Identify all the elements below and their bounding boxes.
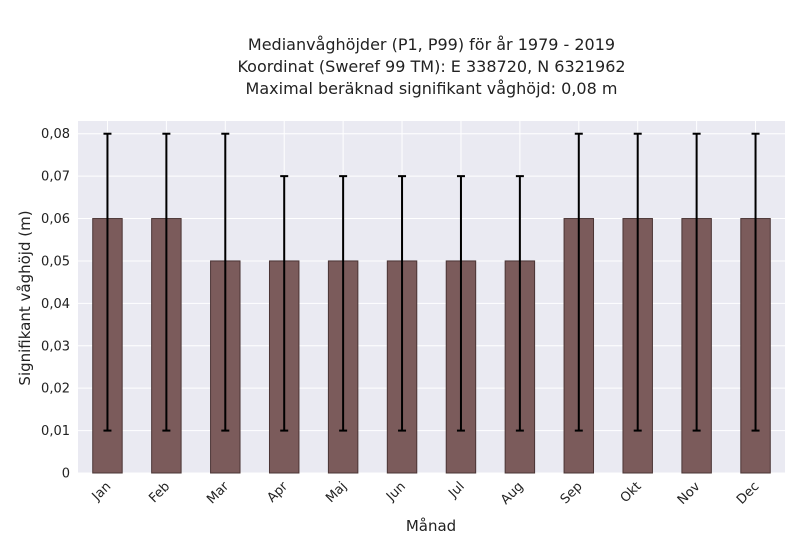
x-tick-label: Jul — [445, 479, 467, 501]
plot-area — [78, 121, 785, 473]
error-bar-aug — [515, 175, 524, 432]
x-tick-label: Jun — [383, 479, 409, 505]
y-tick-label: 0,07 — [41, 170, 70, 185]
y-tick-label: 0,06 — [41, 212, 70, 227]
error-bar-apr — [280, 175, 289, 432]
x-tick-label: Aug — [498, 479, 527, 508]
error-bars — [103, 132, 760, 432]
y-tick-label: 0 — [62, 467, 70, 482]
x-tick-labels: Jan Feb Mar Apr Maj Jun Jul Aug Sep Okt Nov Dec — [89, 479, 763, 508]
chart-title-line-3: Maximal beräknad signifikant våghöjd: 0,… — [245, 79, 618, 98]
y-tick-label: 0,02 — [41, 382, 70, 397]
y-tick-label: 0,03 — [41, 339, 70, 354]
x-axis-label: Månad — [406, 517, 456, 535]
x-tick-label: Jan — [89, 479, 114, 504]
x-tick-label: Sep — [558, 479, 586, 507]
error-bar-feb — [162, 132, 171, 432]
x-tick-label: Mar — [204, 479, 232, 507]
error-bar-jun — [398, 175, 407, 432]
chart-title-line-1: Medianvåghöjder (P1, P99) för år 1979 - … — [247, 35, 616, 54]
x-tick-label: Nov — [675, 479, 704, 508]
x-tick-label: Dec — [734, 479, 762, 507]
y-tick-label: 0,05 — [41, 254, 70, 269]
error-bar-okt — [633, 132, 642, 432]
x-tick-label: Apr — [265, 479, 292, 506]
error-bar-sep — [574, 132, 583, 432]
chart-title: Medianvåghöjder (P1, P99) för år 1979 - … — [78, 34, 785, 100]
x-tick-label: Okt — [618, 479, 645, 506]
chart-title-line-2: Koordinat (Sweref 99 TM): E 338720, N 63… — [237, 57, 626, 76]
error-bar-dec — [751, 132, 760, 432]
y-tick-label: 0,04 — [41, 297, 70, 312]
y-tick-label: 0,08 — [41, 127, 70, 142]
error-bar-jul — [456, 175, 465, 432]
error-bar-jan — [103, 132, 112, 432]
y-tick-label: 0,01 — [41, 424, 70, 439]
error-bar-maj — [339, 175, 348, 432]
error-bar-mar — [221, 132, 230, 432]
error-bar-nov — [692, 132, 701, 432]
y-axis-label: Signifikant våghöjd (m) — [16, 210, 34, 385]
y-tick-labels: 0 0,01 0,02 0,03 0,04 0,05 0,06 0,07 0,08 — [41, 127, 70, 481]
x-tick-label: Maj — [323, 479, 350, 506]
x-tick-label: Feb — [146, 479, 173, 506]
